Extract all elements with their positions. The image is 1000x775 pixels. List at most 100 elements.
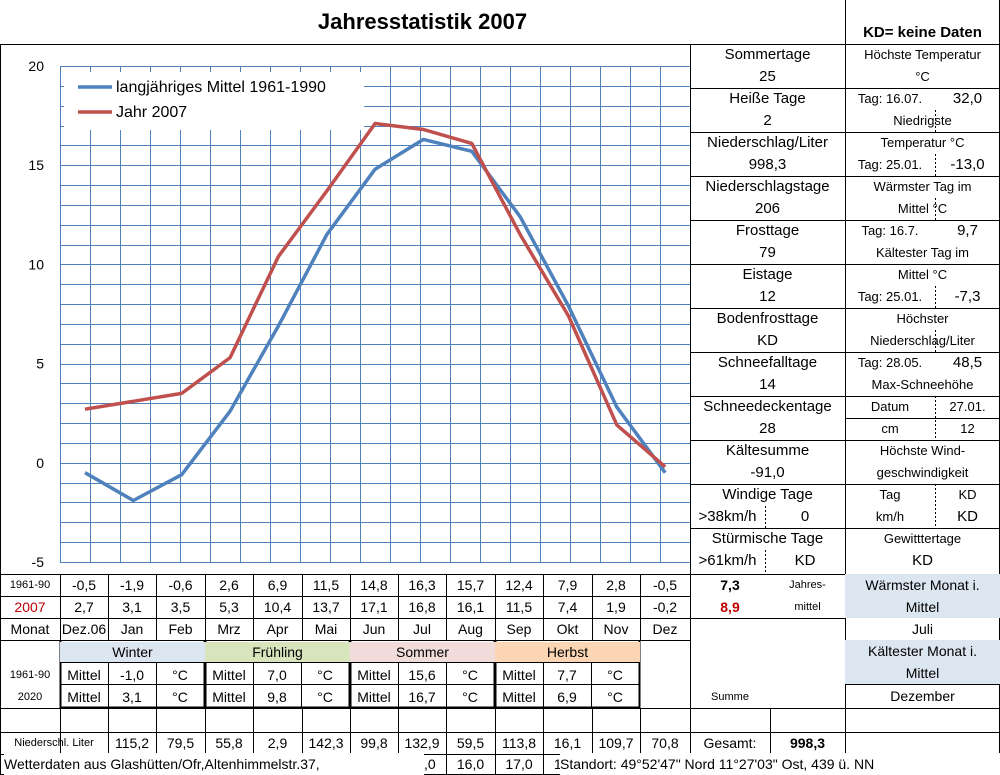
cell-1961-90: 16,3: [408, 577, 436, 593]
raindays-value: 16,0: [456, 756, 485, 772]
cell-2007: 16,1: [456, 599, 485, 615]
cell-2007: 2,7: [74, 599, 94, 615]
month-header: Monat: [10, 621, 50, 637]
season-unit: °C: [317, 689, 333, 705]
min-temp-label-2: Temperatur °C: [880, 135, 965, 150]
month-label: Mrz: [217, 621, 241, 637]
month-label: Apr: [266, 621, 289, 637]
season-value-2020: 3,1: [122, 689, 142, 705]
heisse-tage-value: 2: [763, 112, 772, 129]
cell-1961-90: 7,9: [557, 577, 578, 593]
cell-2007: 7,4: [557, 599, 578, 615]
row-label-1961-90: 1961-90: [9, 579, 51, 591]
rain-value: 55,8: [215, 735, 243, 751]
season-unit: °C: [317, 667, 333, 683]
season-name: Sommer: [350, 642, 495, 662]
season-mean-label: Mittel: [212, 689, 246, 705]
season-mean-label: Mittel: [502, 667, 536, 683]
cell-1961-90: -1,9: [119, 577, 145, 593]
season-value-2020: 6,9: [557, 689, 577, 705]
rain-value: 113,8: [502, 735, 536, 751]
cell-1961-90: 14,8: [360, 577, 388, 593]
warmest-month-label-2: Mittel: [845, 596, 1000, 618]
niederschlagstage-value: 206: [754, 200, 781, 217]
stuermische-tage-value: KD: [794, 552, 816, 569]
annual-mean-label-2: mittel: [794, 601, 821, 613]
bodenfrost-label: Bodenfrosttage: [716, 310, 819, 327]
warm-day-day: Tag: 16.7.: [861, 223, 919, 238]
legend-box: [64, 72, 364, 130]
y-tick-label: 5: [36, 356, 44, 372]
y-tick-label: 20: [28, 58, 44, 74]
rain-total-label: Gesamt:: [703, 735, 757, 751]
season-name: Winter: [60, 642, 205, 662]
month-label: Jan: [120, 621, 144, 637]
stuermische-tage-threshold: >61km/h: [698, 552, 757, 569]
warm-day-label-2: Mittel °C: [897, 201, 948, 216]
y-tick-label: -5: [32, 554, 45, 570]
season-mean-label: Mittel: [502, 689, 536, 705]
cold-day-day: Tag: 25.01.: [857, 289, 923, 304]
month-label: Dez: [652, 621, 678, 637]
season-value-2020: 16,7: [408, 689, 436, 705]
sommertage-label: Sommertage: [724, 46, 811, 63]
row-label-2007: 2007: [14, 599, 46, 615]
annual-mean-1961-90: 7,3: [720, 577, 740, 593]
max-snow-date: 27.01.: [949, 399, 986, 414]
month-label: Dez.06: [61, 621, 107, 637]
cell-1961-90: 11,5: [312, 577, 340, 593]
footer-location-address: Wetterdaten aus Glashütten/Ofr,Altenhimm…: [4, 753, 424, 775]
windige-tage-threshold: >38km/h: [698, 508, 757, 525]
annual-mean-2007: 8,9: [720, 599, 740, 615]
max-wind-tag-label: Tag: [879, 487, 901, 502]
gewitter-label: Gewitttertage: [883, 531, 962, 546]
coldest-month-label: Kältester Monat i.: [845, 640, 1000, 662]
season-value-1961-90: -1,0: [119, 667, 145, 683]
month-label: Okt: [556, 621, 579, 637]
month-label: Jul: [413, 621, 431, 637]
cell-2007: 1,9: [606, 599, 626, 615]
cell-2007: 17,1: [360, 599, 388, 615]
season-mean-label: Mittel: [212, 667, 246, 683]
month-label: Feb: [168, 621, 193, 637]
rain-value: 70,8: [651, 735, 679, 751]
max-rain-label-2: Niederschlag/Liter: [870, 333, 975, 348]
niederschlag-value: 998,3: [748, 156, 787, 173]
raindays-value: 17,0: [505, 756, 533, 772]
stats-panel-grid: [690, 44, 1000, 574]
season-name: Herbst: [495, 642, 640, 662]
cell-2007: 10,4: [263, 599, 292, 615]
cold-day-label-2: Mittel °C: [897, 267, 948, 282]
rain-value: 142,3: [308, 735, 344, 751]
month-label: Aug: [458, 621, 483, 637]
schneefall-value: 14: [759, 376, 776, 393]
season-unit: °C: [607, 689, 623, 705]
month-label: Nov: [603, 621, 629, 637]
windige-tage-label: Windige Tage: [722, 486, 813, 503]
rain-value: 16,1: [553, 735, 582, 751]
page-title: Jahresstatistik 2007: [317, 9, 528, 34]
stuermische-tage-label: Stürmische Tage: [711, 530, 824, 547]
max-snow-date-label: Datum: [870, 399, 910, 414]
cell-1961-90: 2,6: [219, 577, 239, 593]
cell-2007: 3,5: [170, 599, 191, 615]
max-rain-value: 48,5: [952, 354, 983, 371]
min-temp-label: Niedrigste: [893, 113, 952, 128]
max-wind-label: Höchste Wind-: [879, 443, 966, 458]
max-temp-value: 32,0: [952, 90, 983, 107]
rain-total: 998,3: [789, 735, 826, 751]
rain-value: 115,2: [115, 735, 149, 751]
min-temp-value: -13,0: [950, 156, 985, 173]
cell-2007: 11,5: [505, 599, 533, 615]
season-value-2020: 9,8: [267, 689, 287, 705]
niederschlagstage-label: Niederschlagstage: [705, 178, 830, 195]
coldest-month-value: Dezember: [890, 688, 955, 704]
max-wind-label-2: geschwindigkeit: [876, 465, 969, 480]
cold-day-value: -7,3: [954, 288, 981, 305]
y-tick-label: 15: [28, 157, 44, 173]
schneedecke-label: Schneedeckentage: [703, 398, 832, 415]
legend-label-2007: Jahr 2007: [116, 104, 187, 121]
season-unit: °C: [172, 667, 188, 683]
cell-1961-90: 12,4: [505, 577, 533, 593]
cell-2007: 16,8: [408, 599, 436, 615]
